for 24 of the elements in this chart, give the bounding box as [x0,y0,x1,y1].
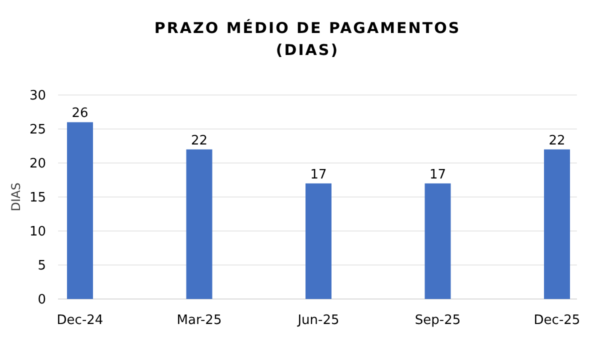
data-label: 17 [429,167,446,182]
bar [544,149,570,299]
y-tick-label: 10 [29,224,46,240]
x-tick-label: Dec-24 [56,313,104,328]
y-tick-label: 5 [38,258,46,274]
data-label: 22 [548,133,566,148]
y-tick-label: 25 [29,122,46,138]
y-axis-title: DIAS [9,182,23,212]
x-tick-label: Sep-25 [414,313,461,328]
bar [306,183,332,299]
y-tick-label: 15 [29,190,46,206]
data-label: 22 [190,133,208,148]
x-tick-label: Jun-25 [296,313,340,328]
x-tick-label: Dec-25 [534,313,580,328]
chart-title: PRAZO MÉDIO DE PAGAMENTOS (DIAS) [154,19,461,59]
y-tick-label: 30 [29,88,46,104]
bar [424,183,451,299]
x-tick-label: Mar-25 [176,313,222,328]
data-label: 26 [72,106,88,122]
bar [186,149,212,299]
bar [67,122,93,299]
y-tick-label: 20 [29,156,46,172]
data-label: 17 [310,167,327,182]
y-tick-label: 0 [38,292,46,308]
